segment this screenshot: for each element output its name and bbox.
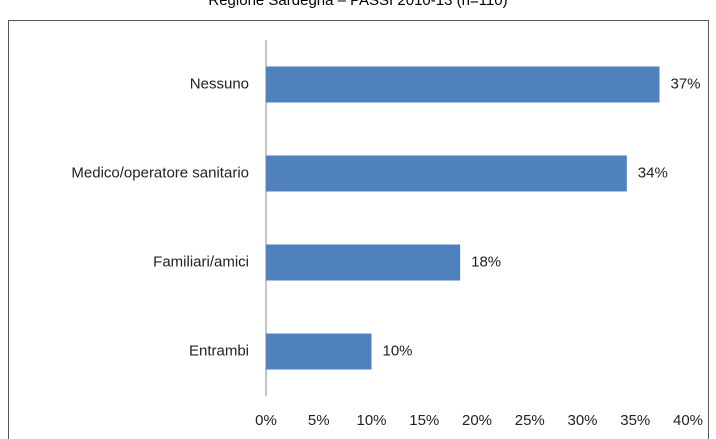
x-tick-label: 40% <box>673 412 703 429</box>
y-tick-label: Nessuno <box>190 75 249 92</box>
x-tick-label: 15% <box>409 412 439 429</box>
value-label: 34% <box>638 164 668 181</box>
chart-title: Regione Sardegna – PASSI 2010-13 (n=110) <box>208 0 507 9</box>
value-label: 10% <box>383 342 413 359</box>
y-tick-label: Familiari/amici <box>153 253 249 270</box>
x-tick-label: 20% <box>462 412 492 429</box>
bar <box>266 66 660 103</box>
x-tick-label: 0% <box>255 412 277 429</box>
value-label: 18% <box>471 253 501 270</box>
x-tick-label: 5% <box>308 412 330 429</box>
value-label: 37% <box>671 75 701 92</box>
x-tick-label: 25% <box>515 412 545 429</box>
bar <box>266 244 461 281</box>
x-tick-label: 30% <box>567 412 597 429</box>
chart-frame <box>8 20 709 439</box>
y-tick-label: Entrambi <box>189 342 249 359</box>
y-tick-label: Medico/operatore sanitario <box>71 164 249 181</box>
x-tick-label: 10% <box>356 412 386 429</box>
bar <box>266 333 372 370</box>
x-tick-label: 35% <box>620 412 650 429</box>
bar <box>266 155 627 192</box>
